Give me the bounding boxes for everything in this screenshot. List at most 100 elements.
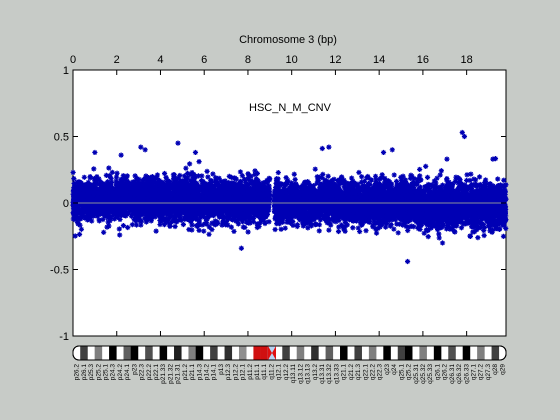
- data-point: [84, 182, 90, 188]
- data-point: [169, 218, 176, 224]
- data-point: [226, 212, 232, 218]
- data-point: [161, 222, 168, 228]
- data-point: [209, 209, 215, 215]
- data-point: [108, 204, 114, 210]
- data-point: [129, 211, 135, 218]
- data-point: [131, 179, 137, 185]
- data-point: [403, 223, 409, 230]
- data-point: [102, 213, 108, 219]
- data-point: [103, 181, 110, 187]
- data-point: [229, 187, 235, 193]
- data-point: [171, 185, 177, 191]
- data-point: [84, 209, 90, 215]
- data-point: [373, 177, 379, 183]
- data-point: [245, 214, 251, 220]
- data-point: [168, 192, 174, 198]
- data-point: [204, 168, 210, 174]
- data-point: [333, 219, 339, 225]
- data-point: [251, 206, 257, 213]
- data-point: [199, 210, 205, 216]
- data-point: [107, 173, 113, 179]
- data-point: [128, 188, 134, 195]
- data-point: [80, 210, 86, 216]
- data-point: [170, 172, 176, 178]
- data-point: [192, 185, 198, 191]
- data-point: [260, 203, 266, 209]
- data-point: [338, 222, 345, 228]
- data-point: [261, 198, 267, 204]
- data-point: [222, 178, 228, 184]
- data-point: [236, 186, 242, 192]
- data-point: [252, 168, 258, 174]
- data-point: [71, 193, 77, 199]
- data-point: [187, 172, 193, 178]
- data-point: [168, 184, 175, 190]
- data-point: [291, 171, 297, 177]
- data-point: [134, 199, 140, 205]
- data-point: [242, 216, 248, 222]
- data-point: [236, 210, 242, 216]
- data-point: [157, 208, 163, 214]
- data-point: [78, 226, 85, 232]
- data-point: [222, 189, 228, 195]
- data-point: [135, 215, 141, 222]
- data-point: [83, 193, 89, 199]
- data-point: [172, 207, 178, 213]
- data-point: [246, 195, 252, 201]
- data-point: [153, 228, 159, 234]
- data-point: [233, 218, 239, 224]
- data-point: [125, 210, 131, 216]
- data-point: [136, 213, 143, 219]
- data-point: [196, 221, 202, 228]
- data-point: [177, 213, 183, 219]
- data-point: [181, 215, 187, 221]
- data-point: [224, 183, 230, 189]
- data-point: [142, 215, 148, 221]
- data-point: [174, 211, 180, 217]
- data-point: [245, 176, 251, 182]
- data-point: [204, 181, 210, 187]
- data-point: [201, 210, 208, 217]
- data-point: [117, 181, 124, 187]
- data-point: [180, 221, 186, 228]
- data-point: [127, 181, 133, 187]
- data-point: [249, 215, 255, 221]
- data-point: [85, 179, 91, 186]
- data-point: [174, 219, 180, 225]
- data-point: [246, 206, 252, 213]
- data-point: [252, 190, 258, 196]
- data-point: [80, 212, 86, 219]
- data-point: [224, 180, 230, 186]
- data-point: [191, 211, 197, 217]
- data-point: [173, 186, 179, 193]
- data-point: [145, 183, 152, 189]
- data-point: [175, 175, 181, 181]
- data-point: [190, 188, 197, 194]
- data-point: [240, 219, 246, 225]
- data-point: [231, 201, 237, 207]
- data-point: [263, 214, 269, 220]
- data-point: [243, 197, 249, 203]
- data-point: [94, 174, 100, 180]
- data-point: [229, 196, 235, 202]
- data-point: [184, 181, 190, 188]
- data-point: [229, 202, 235, 209]
- data-point: [176, 191, 182, 197]
- data-point: [199, 222, 205, 228]
- data-point: [82, 215, 88, 221]
- data-point: [97, 196, 104, 202]
- data-point: [379, 172, 385, 178]
- data-point: [120, 188, 127, 194]
- data-point: [152, 183, 159, 189]
- data-point: [250, 203, 256, 209]
- data-point: [237, 204, 243, 210]
- data-point: [127, 192, 133, 199]
- data-point: [131, 197, 137, 203]
- data-point: [157, 221, 163, 228]
- data-point: [247, 218, 253, 225]
- data-point: [140, 179, 146, 185]
- data-point: [217, 186, 223, 193]
- data-point: [70, 211, 77, 217]
- data-point: [239, 173, 245, 179]
- data-point: [129, 222, 135, 228]
